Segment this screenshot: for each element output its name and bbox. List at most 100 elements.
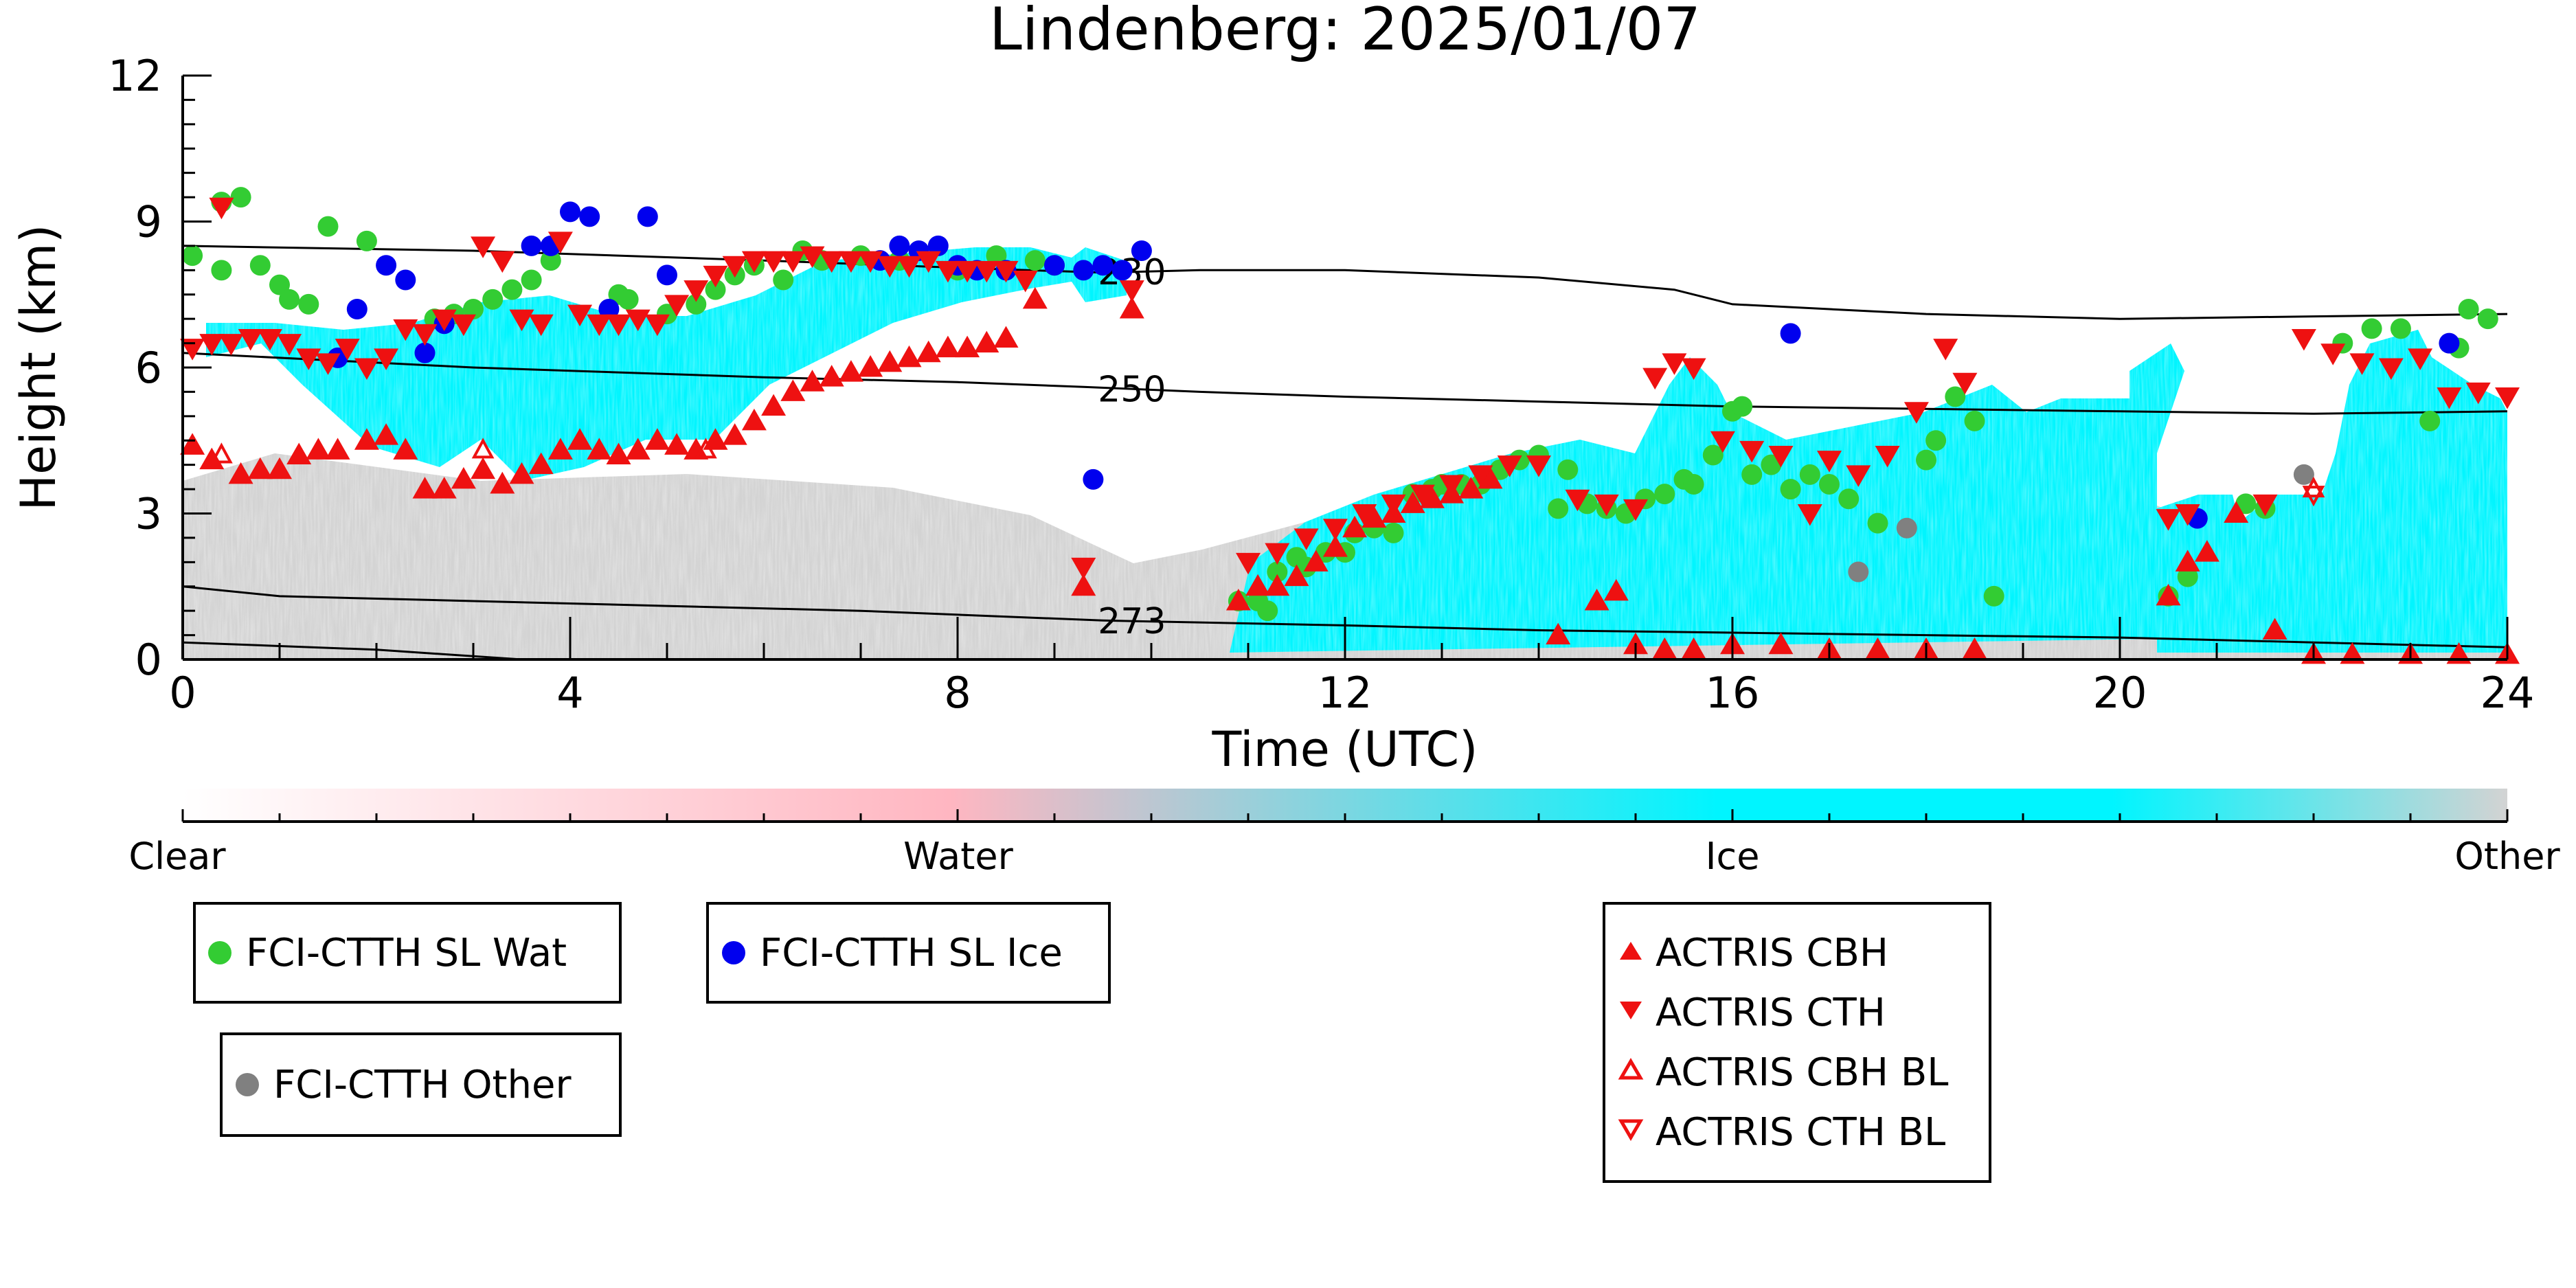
data-point xyxy=(567,304,593,327)
legend-marker-actris-cbh-bl xyxy=(1618,1058,1644,1080)
data-point xyxy=(955,260,980,283)
data-point xyxy=(916,340,941,363)
series-fci-ctth-other xyxy=(1848,464,2314,583)
contour-label: 273 xyxy=(1098,601,1166,642)
data-point xyxy=(618,289,639,310)
y-tick-label: 12 xyxy=(108,51,162,101)
data-point xyxy=(1111,260,1133,281)
data-point xyxy=(1584,589,1609,611)
data-point xyxy=(471,457,496,479)
data-point xyxy=(1681,358,1706,380)
data-point xyxy=(587,314,612,337)
data-point xyxy=(657,264,677,286)
data-point xyxy=(269,274,290,295)
data-point xyxy=(528,314,554,337)
data-point xyxy=(1741,464,1763,485)
legend-label-actris-cth-bl: ACTRIS CTH BL xyxy=(1656,1110,1945,1155)
data-point xyxy=(1322,519,1348,541)
data-point xyxy=(199,334,225,356)
data-point xyxy=(683,438,709,460)
classification-colorbar: Clear Water Ice Other xyxy=(128,789,2560,878)
data-point xyxy=(579,206,600,227)
data-point xyxy=(741,408,767,431)
data-point xyxy=(986,245,1007,267)
series-actris-cth-bl xyxy=(2302,486,2325,507)
data-point xyxy=(1383,522,1404,543)
data-point xyxy=(1546,622,1571,645)
data-point xyxy=(2320,343,2346,365)
data-point xyxy=(1236,552,1261,575)
data-point xyxy=(686,293,707,315)
data-point xyxy=(773,269,794,291)
data-point xyxy=(819,251,844,273)
data-point xyxy=(210,442,233,464)
data-point xyxy=(1683,474,1704,495)
data-point xyxy=(1131,240,1152,261)
data-point xyxy=(1044,255,1065,276)
data-point xyxy=(1875,446,1900,468)
data-point xyxy=(2378,358,2404,380)
data-point xyxy=(2419,410,2441,431)
data-point xyxy=(230,187,251,208)
legend-marker-actris-cth-bl xyxy=(1618,1119,1644,1141)
data-point xyxy=(1603,578,1629,601)
data-point xyxy=(354,358,379,380)
data-point xyxy=(2465,382,2491,405)
data-point xyxy=(1865,637,1890,659)
data-point xyxy=(800,370,825,392)
data-point xyxy=(819,365,844,387)
data-point xyxy=(199,447,225,470)
x-tick-label: 16 xyxy=(1706,668,1760,718)
data-point xyxy=(1468,465,1493,487)
data-point xyxy=(1952,372,1978,395)
data-point xyxy=(238,329,263,351)
data-point xyxy=(877,350,903,372)
data-point xyxy=(1083,468,1104,490)
data-point xyxy=(1265,574,1290,596)
data-point xyxy=(889,235,910,256)
data-point xyxy=(296,348,321,370)
data-point xyxy=(1761,454,1782,475)
chart-title: Lindenberg: 2025/01/07 xyxy=(989,0,1701,64)
data-point xyxy=(2252,494,2278,517)
data-point xyxy=(1022,286,1048,309)
data-point xyxy=(606,314,631,337)
y-tick-label: 3 xyxy=(135,489,162,539)
data-point xyxy=(374,348,399,370)
data-point xyxy=(567,428,593,450)
data-point xyxy=(1962,637,1987,659)
data-point xyxy=(395,269,416,291)
data-point xyxy=(218,334,244,356)
data-point xyxy=(1526,455,1551,477)
data-point xyxy=(279,289,300,310)
data-point xyxy=(644,314,670,337)
data-point xyxy=(935,335,960,358)
data-point xyxy=(1846,465,1871,487)
legend-box-actris: ACTRIS CBH ACTRIS CTH ACTRIS CBH BL ACTR… xyxy=(1603,902,1991,1183)
data-point xyxy=(182,245,203,267)
data-point xyxy=(1439,475,1465,497)
data-point xyxy=(705,279,726,300)
legend-box-sl-ice: FCI-CTTH SL Ice xyxy=(706,902,1111,1004)
data-point xyxy=(1565,489,1590,512)
data-point xyxy=(800,246,825,269)
data-point xyxy=(858,251,883,273)
data-point xyxy=(703,265,728,288)
data-point xyxy=(1257,600,1278,622)
data-point xyxy=(1267,561,1288,583)
data-point xyxy=(1119,280,1144,302)
data-point xyxy=(335,339,360,361)
data-point xyxy=(2235,493,2257,515)
data-point xyxy=(431,477,457,499)
data-point xyxy=(1945,386,1966,407)
data-point xyxy=(935,260,960,283)
data-point xyxy=(431,309,457,332)
data-point xyxy=(2175,504,2200,526)
data-point xyxy=(2177,566,2198,587)
colorbar-label-ice: Ice xyxy=(1706,835,1760,878)
data-point xyxy=(1225,589,1251,611)
data-point xyxy=(180,433,205,455)
data-point xyxy=(1322,535,1348,557)
x-tick-label: 24 xyxy=(2481,668,2535,718)
